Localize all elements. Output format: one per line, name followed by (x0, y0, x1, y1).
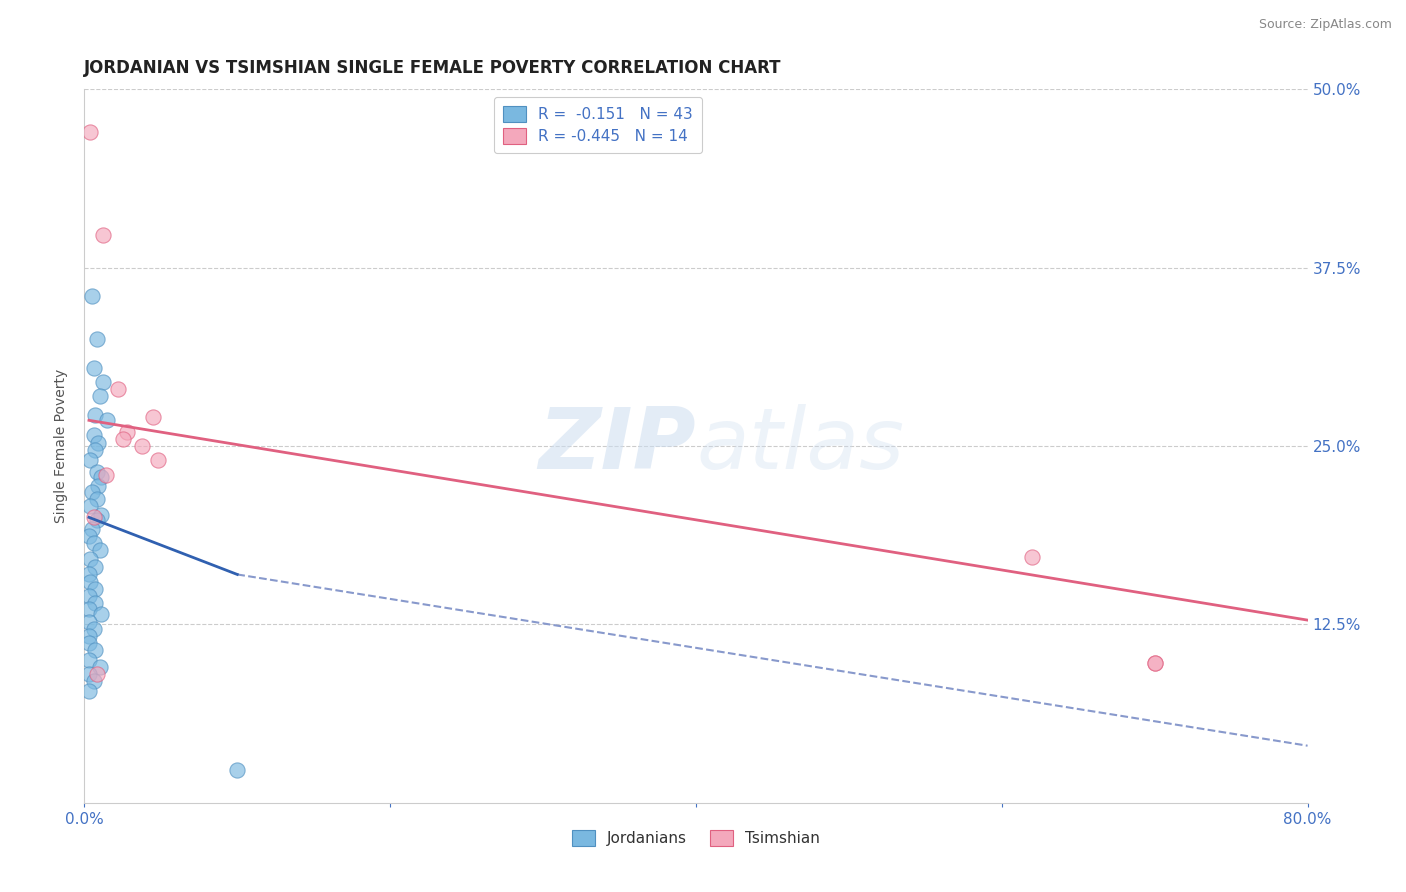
Point (77, 629, 100, 643)
Text: Source: ZipAtlas.com: Source: ZipAtlas.com (1258, 18, 1392, 31)
Point (96, 413, 118, 427)
Point (142, 410, 165, 425)
Point (146, 453, 169, 467)
Point (83, 674, 105, 689)
Point (77, 636, 100, 650)
Text: JORDANIAN VS TSIMSHIAN SINGLE FEMALE POVERTY CORRELATION CHART: JORDANIAN VS TSIMSHIAN SINGLE FEMALE POV… (84, 59, 782, 77)
Point (79, 499, 101, 513)
Point (83, 536, 105, 550)
Point (83, 427, 105, 442)
Point (80, 484, 103, 499)
Point (86, 667, 108, 681)
Point (131, 439, 153, 453)
Point (79, 453, 101, 467)
Point (84, 560, 107, 574)
Y-axis label: Single Female Poverty: Single Female Poverty (55, 369, 69, 523)
Point (77, 667, 100, 681)
Point (87, 436, 110, 450)
Point (90, 508, 112, 522)
Point (86, 465, 108, 479)
Point (83, 510, 105, 524)
Point (86, 332, 108, 346)
Point (80, 522, 103, 536)
Point (77, 529, 100, 543)
Point (111, 432, 134, 446)
Point (226, 763, 249, 777)
Point (79, 574, 101, 589)
Point (1143, 656, 1166, 670)
Point (89, 543, 111, 558)
Point (107, 382, 129, 396)
Point (91, 227, 114, 242)
Point (86, 491, 108, 506)
Point (84, 643, 107, 657)
Point (79, 551, 101, 566)
Point (77, 684, 100, 698)
Point (84, 596, 107, 610)
Point (77, 653, 100, 667)
Point (77, 615, 100, 629)
Point (79, 125, 101, 139)
Point (115, 425, 138, 439)
Point (90, 470, 112, 484)
Point (84, 582, 107, 596)
Point (84, 443, 107, 458)
Point (90, 607, 112, 622)
Point (80, 289, 103, 303)
Point (89, 660, 111, 674)
Text: ZIP: ZIP (538, 404, 696, 488)
Point (84, 408, 107, 422)
Point (77, 567, 100, 582)
Point (86, 513, 108, 527)
Legend: R =  -0.151   N = 43, R = -0.445   N = 14: R = -0.151 N = 43, R = -0.445 N = 14 (494, 97, 702, 153)
Point (89, 389, 111, 403)
Text: atlas: atlas (696, 404, 904, 488)
Point (94, 467, 117, 482)
Point (77, 601, 100, 615)
Point (77, 589, 100, 603)
Point (87, 479, 110, 493)
Point (1143, 656, 1166, 670)
Point (83, 622, 105, 636)
Point (83, 360, 105, 375)
Point (1021, 550, 1043, 565)
Point (91, 375, 114, 389)
